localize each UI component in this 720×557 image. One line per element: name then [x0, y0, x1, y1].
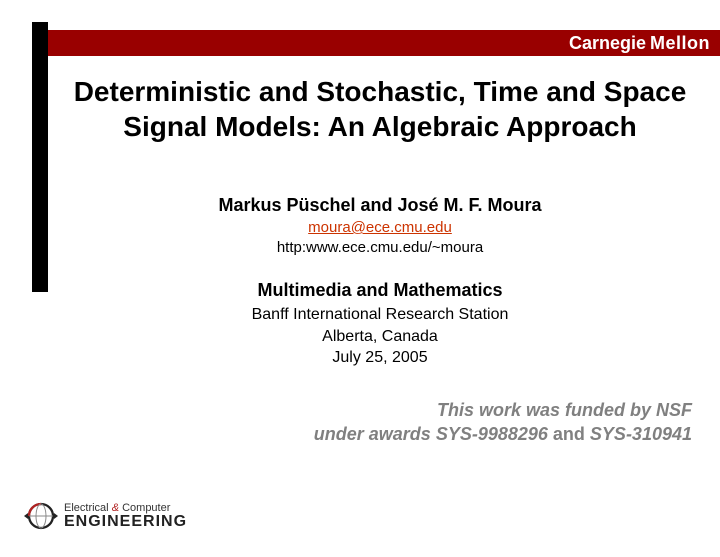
author-email[interactable]: moura@ece.cmu.edu: [60, 219, 700, 236]
authors: Markus Püschel and José M. F. Moura: [60, 195, 700, 216]
venue-heading: Multimedia and Mathematics: [60, 280, 700, 301]
author-url: http:www.ece.cmu.edu/~moura: [60, 239, 700, 256]
venue-line1: Banff International Research Station: [60, 304, 700, 326]
venue-details: Banff International Research Station Alb…: [60, 304, 700, 369]
logo-bottom-line: ENGINEERING: [64, 514, 187, 530]
funding-line1: This work was funded by NSF: [314, 398, 692, 422]
slide-title: Deterministic and Stochastic, Time and S…: [60, 74, 700, 144]
left-black-bar: [32, 22, 48, 292]
venue-line3: July 25, 2005: [60, 347, 700, 369]
brand-carnegie: Carnegie: [569, 33, 646, 54]
brand-mellon: Mellon: [650, 33, 710, 54]
logo-top-line: Electrical & Computer: [64, 503, 187, 514]
funding-line2: under awards SYS-9988296 and SYS-310941: [314, 422, 692, 446]
logo-text: Electrical & Computer ENGINEERING: [64, 503, 187, 530]
globe-icon: [24, 499, 58, 533]
header-bar: Carnegie Mellon: [48, 30, 720, 56]
venue-line2: Alberta, Canada: [60, 326, 700, 348]
funding-note: This work was funded by NSF under awards…: [314, 398, 692, 447]
dept-logo: Electrical & Computer ENGINEERING: [24, 499, 187, 533]
